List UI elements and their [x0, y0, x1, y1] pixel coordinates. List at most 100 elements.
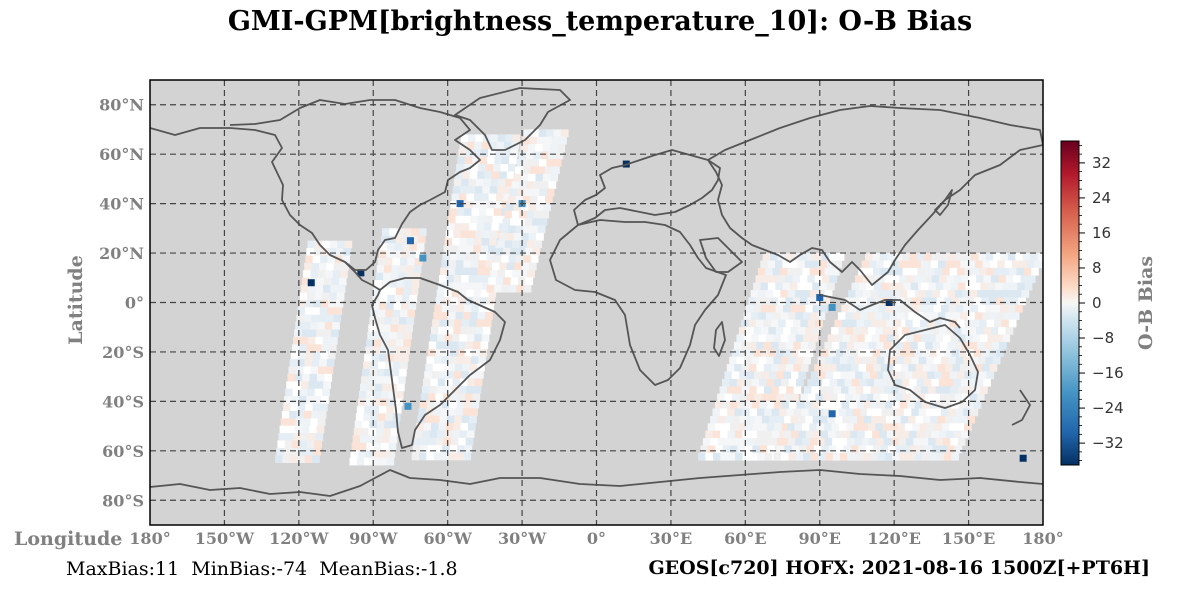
swath-cell — [795, 334, 804, 343]
swath-cell — [307, 440, 315, 449]
swath-cell — [905, 371, 913, 380]
swath-cell — [764, 430, 773, 439]
lat-tick-label: 60°N — [99, 145, 144, 164]
swath-cell — [834, 260, 842, 269]
swath-cell — [933, 408, 942, 417]
swath-cell — [383, 324, 391, 333]
swath-cell — [379, 294, 388, 303]
swath-cell — [306, 396, 314, 404]
swath-cell — [877, 371, 886, 380]
swath-cell — [384, 265, 392, 273]
swath-cell — [837, 393, 846, 402]
swath-cell — [529, 166, 538, 175]
swath-cell — [460, 186, 468, 194]
swath-cell — [847, 452, 856, 461]
swath-cell — [829, 364, 837, 372]
swath-cell — [737, 445, 746, 454]
swath-cell — [809, 267, 818, 276]
swath-cell — [390, 428, 399, 436]
swath-cell — [371, 354, 380, 362]
swath-cell — [468, 326, 476, 335]
swath-cell — [488, 193, 497, 202]
madagascar-coast — [713, 321, 726, 357]
swath-cell — [873, 364, 882, 372]
swath-cell — [801, 423, 810, 431]
swath-cell — [903, 408, 912, 417]
swath-cell — [872, 253, 881, 261]
swath-cell — [506, 203, 514, 212]
swath-cell — [511, 181, 520, 189]
swath-cell — [466, 193, 475, 202]
swath-cell — [302, 373, 310, 382]
swath-cell — [300, 336, 309, 345]
swath-cell — [986, 371, 995, 380]
swath-cell — [759, 423, 768, 431]
swath-cell — [860, 423, 869, 431]
swath-cell — [358, 391, 367, 399]
swath-cell — [510, 277, 519, 286]
swath-cell — [725, 438, 733, 446]
swath-cell — [869, 275, 878, 283]
swath-cell — [856, 401, 865, 409]
swath-cell — [449, 252, 458, 261]
swath-cell — [949, 371, 958, 380]
swath-cell — [508, 225, 516, 234]
swath-cell — [291, 447, 299, 456]
swath-cell — [941, 253, 949, 261]
swath-cell — [456, 400, 465, 409]
swath-cell — [425, 363, 433, 372]
swath-cell — [464, 445, 473, 453]
swath-cell — [382, 331, 390, 340]
swath-cell — [862, 356, 870, 365]
swath-cell — [788, 356, 797, 365]
swath-cell — [894, 378, 903, 387]
swath-cell — [453, 275, 462, 283]
swath-cell — [790, 304, 799, 313]
swath-cell — [473, 341, 481, 350]
swath-cell — [415, 430, 423, 439]
swath-cell — [780, 438, 788, 446]
swath-cell — [874, 378, 882, 387]
swath-cell — [459, 334, 468, 342]
swath-cell — [922, 349, 930, 357]
swath-cell — [737, 423, 745, 431]
swath-cell — [314, 440, 323, 449]
swath-cell — [535, 173, 544, 182]
swath-cell — [793, 386, 802, 394]
swath-cell — [476, 371, 484, 379]
swath-cell — [946, 327, 955, 335]
swath-cell — [429, 386, 437, 394]
swath-cell — [808, 408, 817, 417]
swath-cell — [375, 272, 384, 281]
swath-cell — [373, 287, 382, 296]
swath-cell — [855, 371, 863, 380]
swath-cell — [417, 235, 426, 244]
swath-cell — [898, 438, 907, 446]
swath-cell — [931, 327, 940, 335]
swath-cell — [387, 398, 396, 407]
swath-cell — [810, 334, 819, 343]
swath-cell — [1002, 282, 1011, 291]
swath-cell — [967, 260, 976, 269]
swath-cell — [729, 378, 738, 387]
swath-cell — [846, 423, 854, 431]
swath-cell — [449, 208, 457, 217]
swath-cell — [824, 290, 833, 298]
swath-cell — [453, 178, 462, 187]
swath-cell — [287, 425, 295, 434]
bias-point — [419, 254, 427, 262]
swath-cell — [761, 393, 770, 402]
swath-cell — [390, 272, 399, 281]
swath-cell — [890, 423, 898, 431]
swath-cell — [440, 312, 449, 320]
swath-cell — [980, 386, 988, 394]
swath-cell — [469, 363, 478, 372]
swath-cell — [761, 415, 770, 424]
swath-cell — [322, 336, 331, 345]
swath-cell — [885, 290, 893, 298]
swath-cell — [873, 393, 881, 402]
swath-cell — [1020, 275, 1029, 283]
swath-cell — [468, 230, 476, 239]
swath-cell — [917, 267, 926, 276]
